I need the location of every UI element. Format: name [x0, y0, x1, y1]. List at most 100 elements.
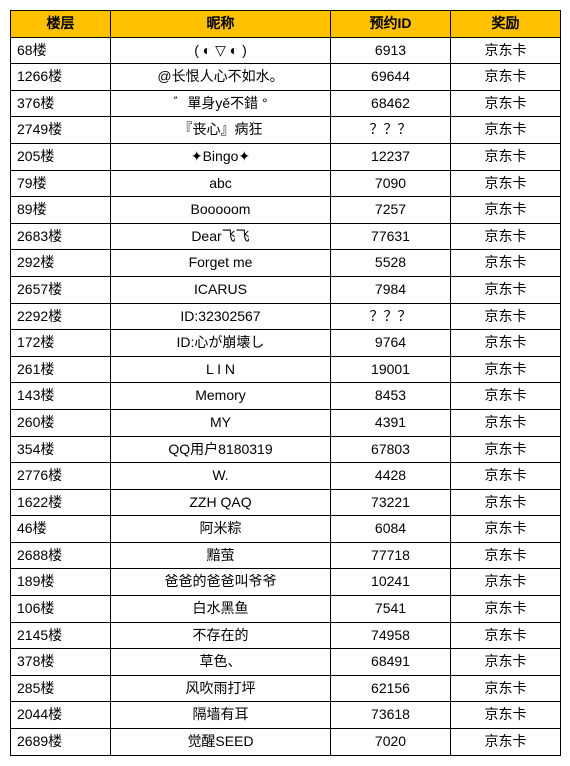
- table-row: 143楼Memory8453京东卡: [11, 383, 561, 410]
- cell-r3-c3: 京东卡: [451, 117, 561, 144]
- cell-r18-c3: 京东卡: [451, 516, 561, 543]
- table-row: 285楼风吹雨打坪62156京东卡: [11, 675, 561, 702]
- table-row: 106楼白水黑鱼7541京东卡: [11, 596, 561, 623]
- cell-r5-c2: 7090: [331, 170, 451, 197]
- cell-r23-c0: 378楼: [11, 649, 111, 676]
- table-row: 2292楼ID:32302567？？？京东卡: [11, 303, 561, 330]
- cell-r14-c1: MY: [111, 409, 331, 436]
- table-row: 2689楼觉醒SEED7020京东卡: [11, 729, 561, 756]
- cell-r16-c1: W.: [111, 463, 331, 490]
- cell-r22-c2: 74958: [331, 622, 451, 649]
- cell-r15-c2: 67803: [331, 436, 451, 463]
- table-row: 189楼爸爸的爸爸叫爷爷10241京东卡: [11, 569, 561, 596]
- cell-r21-c2: 7541: [331, 596, 451, 623]
- cell-r0-c1: ( ◐ ▽ ◐ ): [111, 37, 331, 64]
- cell-r19-c1: 黯萤: [111, 542, 331, 569]
- cell-r6-c2: 7257: [331, 197, 451, 224]
- cell-r14-c2: 4391: [331, 409, 451, 436]
- cell-r6-c0: 89楼: [11, 197, 111, 224]
- cell-r8-c1: Forget me: [111, 250, 331, 277]
- cell-r24-c2: 62156: [331, 675, 451, 702]
- cell-r20-c2: 10241: [331, 569, 451, 596]
- cell-r10-c1: ID:32302567: [111, 303, 331, 330]
- table-row: 2044楼隔墙有耳73618京东卡: [11, 702, 561, 729]
- col-header-1: 昵称: [111, 11, 331, 38]
- cell-r9-c1: ICARUS: [111, 276, 331, 303]
- cell-r25-c1: 隔墙有耳: [111, 702, 331, 729]
- cell-r23-c2: 68491: [331, 649, 451, 676]
- cell-r12-c1: L I N: [111, 356, 331, 383]
- cell-r10-c2: ？？？: [331, 303, 451, 330]
- table-row: 2749楼『丧心』病狂？？？京东卡: [11, 117, 561, 144]
- cell-r20-c0: 189楼: [11, 569, 111, 596]
- cell-r7-c2: 77631: [331, 223, 451, 250]
- cell-r12-c3: 京东卡: [451, 356, 561, 383]
- cell-r14-c3: 京东卡: [451, 409, 561, 436]
- cell-r17-c3: 京东卡: [451, 489, 561, 516]
- cell-r4-c0: 205楼: [11, 143, 111, 170]
- table-row: 292楼Forget me5528京东卡: [11, 250, 561, 277]
- cell-r20-c1: 爸爸的爸爸叫爷爷: [111, 569, 331, 596]
- cell-r7-c0: 2683楼: [11, 223, 111, 250]
- table-row: 1622楼ZZH QAQ73221京东卡: [11, 489, 561, 516]
- table-row: 2776楼W.4428京东卡: [11, 463, 561, 490]
- cell-r8-c3: 京东卡: [451, 250, 561, 277]
- cell-r19-c0: 2688楼: [11, 542, 111, 569]
- cell-r22-c0: 2145楼: [11, 622, 111, 649]
- cell-r3-c1: 『丧心』病狂: [111, 117, 331, 144]
- table-header-row: 楼层昵称预约ID奖励: [11, 11, 561, 38]
- table-row: 68楼( ◐ ▽ ◐ )6913京东卡: [11, 37, 561, 64]
- cell-r13-c1: Memory: [111, 383, 331, 410]
- cell-r16-c0: 2776楼: [11, 463, 111, 490]
- cell-r23-c1: 草色、: [111, 649, 331, 676]
- cell-r9-c2: 7984: [331, 276, 451, 303]
- cell-r21-c1: 白水黑鱼: [111, 596, 331, 623]
- cell-r1-c2: 69644: [331, 64, 451, 91]
- table-row: 1266楼@长恨人心不如水。69644京东卡: [11, 64, 561, 91]
- cell-r9-c3: 京东卡: [451, 276, 561, 303]
- cell-r3-c0: 2749楼: [11, 117, 111, 144]
- table-row: 172楼ID:心が崩壊し9764京东卡: [11, 330, 561, 357]
- cell-r24-c1: 风吹雨打坪: [111, 675, 331, 702]
- cell-r18-c1: 阿米粽: [111, 516, 331, 543]
- cell-r2-c2: 68462: [331, 90, 451, 117]
- cell-r5-c1: abc: [111, 170, 331, 197]
- table-row: 2657楼ICARUS7984京东卡: [11, 276, 561, 303]
- cell-r8-c0: 292楼: [11, 250, 111, 277]
- table-row: 378楼草色、68491京东卡: [11, 649, 561, 676]
- cell-r0-c3: 京东卡: [451, 37, 561, 64]
- cell-r11-c1: ID:心が崩壊し: [111, 330, 331, 357]
- cell-r16-c3: 京东卡: [451, 463, 561, 490]
- cell-r13-c0: 143楼: [11, 383, 111, 410]
- cell-r22-c3: 京东卡: [451, 622, 561, 649]
- table-row: 205楼✦Bingo✦12237京东卡: [11, 143, 561, 170]
- cell-r4-c3: 京东卡: [451, 143, 561, 170]
- cell-r0-c0: 68楼: [11, 37, 111, 64]
- cell-r2-c0: 376楼: [11, 90, 111, 117]
- cell-r25-c0: 2044楼: [11, 702, 111, 729]
- cell-r11-c3: 京东卡: [451, 330, 561, 357]
- cell-r17-c2: 73221: [331, 489, 451, 516]
- cell-r17-c1: ZZH QAQ: [111, 489, 331, 516]
- cell-r13-c2: 8453: [331, 383, 451, 410]
- cell-r4-c1: ✦Bingo✦: [111, 143, 331, 170]
- cell-r8-c2: 5528: [331, 250, 451, 277]
- table-row: 354楼QQ用户818031967803京东卡: [11, 436, 561, 463]
- cell-r13-c3: 京东卡: [451, 383, 561, 410]
- cell-r15-c0: 354楼: [11, 436, 111, 463]
- cell-r26-c0: 2689楼: [11, 729, 111, 756]
- cell-r3-c2: ？？？: [331, 117, 451, 144]
- cell-r18-c0: 46楼: [11, 516, 111, 543]
- table-row: 2683楼Dear飞飞77631京东卡: [11, 223, 561, 250]
- table-row: 260楼MY4391京东卡: [11, 409, 561, 436]
- cell-r25-c3: 京东卡: [451, 702, 561, 729]
- cell-r0-c2: 6913: [331, 37, 451, 64]
- cell-r21-c0: 106楼: [11, 596, 111, 623]
- table-row: 376楼゛單身yě不錯 °68462京东卡: [11, 90, 561, 117]
- cell-r2-c3: 京东卡: [451, 90, 561, 117]
- cell-r5-c0: 79楼: [11, 170, 111, 197]
- cell-r9-c0: 2657楼: [11, 276, 111, 303]
- cell-r24-c0: 285楼: [11, 675, 111, 702]
- col-header-2: 预约ID: [331, 11, 451, 38]
- cell-r12-c2: 19001: [331, 356, 451, 383]
